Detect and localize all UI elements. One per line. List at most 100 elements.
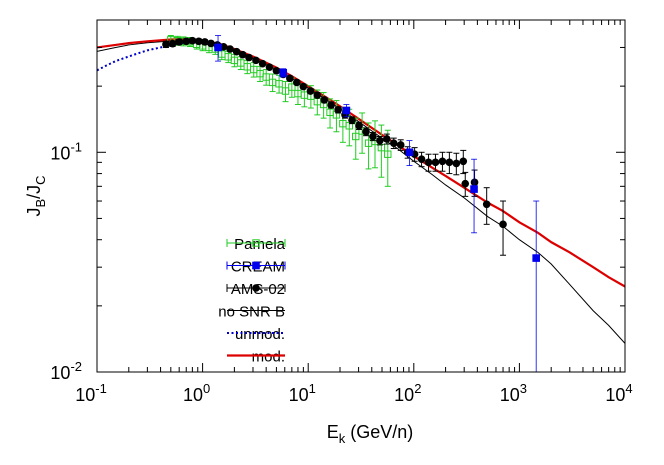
data-point bbox=[237, 59, 245, 67]
tick-base: 10 bbox=[50, 363, 70, 383]
tick-base: 10 bbox=[394, 385, 414, 405]
tick-exponent: 3 bbox=[520, 381, 527, 396]
data-layer bbox=[97, 35, 625, 372]
series-ams-02 bbox=[162, 36, 507, 256]
data-point bbox=[470, 178, 479, 187]
legend-entry-ams-02: AMS-02 bbox=[226, 281, 286, 298]
data-point bbox=[275, 80, 283, 88]
data-point bbox=[470, 185, 478, 193]
tick-base: 10 bbox=[289, 385, 309, 405]
data-point bbox=[384, 150, 392, 158]
legend-entry-cream: CREAM bbox=[226, 259, 286, 276]
data-point bbox=[459, 157, 468, 166]
data-point bbox=[194, 37, 203, 46]
data-point bbox=[258, 59, 267, 68]
legend-marker bbox=[252, 239, 260, 247]
legend: Pamela CREAM AMS-02 no SNR B unmod. mod. bbox=[218, 236, 285, 366]
y-axis-label-sub: B bbox=[33, 199, 48, 208]
data-point bbox=[262, 73, 270, 81]
curve-mod bbox=[97, 38, 625, 288]
data-point bbox=[265, 63, 274, 71]
data-point bbox=[424, 158, 433, 167]
data-point bbox=[334, 106, 342, 114]
y-axis-label-part: J bbox=[24, 208, 44, 217]
data-point bbox=[207, 39, 215, 48]
x-axis-label: Ek (GeV/n) bbox=[327, 422, 414, 446]
x-tick-label: 101 bbox=[289, 381, 316, 405]
data-point bbox=[452, 159, 461, 168]
data-point bbox=[369, 132, 377, 141]
legend-label: mod. bbox=[252, 349, 285, 366]
x-tick-label: 104 bbox=[605, 381, 632, 405]
data-point bbox=[272, 66, 281, 75]
legend-entry-pamela: Pamela bbox=[226, 236, 286, 253]
tick-exponent: -2 bbox=[70, 359, 82, 374]
data-point bbox=[245, 53, 253, 62]
data-point bbox=[313, 91, 322, 99]
data-point bbox=[461, 179, 470, 188]
data-point bbox=[281, 87, 290, 95]
tick-exponent: -1 bbox=[95, 381, 107, 396]
data-point bbox=[226, 45, 234, 53]
data-point bbox=[175, 38, 183, 46]
tick-base: 10 bbox=[605, 385, 625, 405]
data-point bbox=[482, 200, 491, 209]
data-point bbox=[279, 69, 288, 77]
data-point bbox=[232, 47, 241, 56]
y-tick-label: 10-2 bbox=[50, 359, 82, 383]
data-point bbox=[299, 82, 308, 91]
data-point bbox=[252, 56, 260, 65]
data-point bbox=[214, 43, 222, 52]
data-point bbox=[162, 40, 170, 49]
tick-base: 10 bbox=[500, 385, 520, 405]
data-point bbox=[382, 135, 391, 143]
series-pamela bbox=[167, 35, 392, 187]
x-axis-label-main: E bbox=[327, 422, 339, 442]
data-point bbox=[320, 96, 329, 104]
data-point bbox=[396, 141, 405, 149]
data-point bbox=[532, 254, 540, 262]
data-point bbox=[352, 132, 360, 141]
legend-entry-no-snr-b: no SNR B bbox=[218, 304, 285, 321]
data-point bbox=[405, 148, 414, 157]
plot-frame bbox=[96, 19, 626, 373]
x-axis-label-sub: k bbox=[339, 431, 346, 446]
data-point bbox=[362, 127, 370, 136]
data-point bbox=[499, 220, 507, 229]
legend-entry-mod: mod. bbox=[227, 349, 285, 366]
legend-label: Pamela bbox=[234, 236, 286, 253]
data-point bbox=[293, 78, 301, 87]
y-tick-label: 10-1 bbox=[50, 139, 82, 163]
data-point bbox=[168, 39, 177, 48]
tick-base: 10 bbox=[50, 143, 70, 163]
legend-marker bbox=[252, 261, 260, 270]
data-point bbox=[327, 101, 335, 109]
legend-entry-unmod: unmod. bbox=[227, 326, 285, 343]
x-tick-label: 10-1 bbox=[75, 381, 107, 405]
x-axis-label-rest: (GeV/n) bbox=[345, 422, 413, 442]
tick-exponent: -1 bbox=[70, 139, 82, 154]
y-axis-label-sub: C bbox=[33, 175, 48, 184]
y-axis-label-part: /J bbox=[24, 185, 44, 199]
series-cream bbox=[214, 35, 540, 372]
data-point bbox=[201, 38, 209, 46]
data-point bbox=[348, 116, 356, 124]
data-point bbox=[306, 87, 315, 95]
data-point bbox=[250, 65, 258, 74]
x-tick-label: 100 bbox=[183, 381, 210, 405]
data-point bbox=[188, 36, 197, 45]
tick-base: 10 bbox=[183, 385, 203, 405]
data-point bbox=[377, 143, 386, 152]
data-point bbox=[445, 158, 454, 167]
legend-label: no SNR B bbox=[218, 304, 285, 321]
tick-exponent: 4 bbox=[625, 381, 632, 396]
tick-exponent: 2 bbox=[414, 381, 421, 396]
data-point bbox=[288, 83, 296, 91]
y-axis-label: JB/JC bbox=[24, 175, 48, 216]
data-point bbox=[238, 50, 247, 59]
data-point bbox=[182, 37, 191, 46]
x-tick-label: 102 bbox=[394, 381, 421, 405]
data-point bbox=[355, 121, 363, 130]
